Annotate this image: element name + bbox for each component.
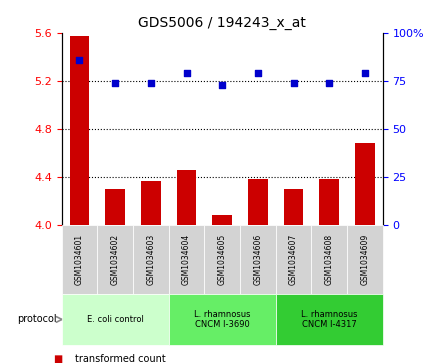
Text: protocol: protocol bbox=[18, 314, 57, 325]
Bar bbox=[319, 179, 339, 225]
Point bbox=[183, 70, 190, 76]
Point bbox=[326, 80, 333, 86]
Bar bbox=[177, 170, 196, 225]
Bar bbox=[248, 179, 268, 225]
Point bbox=[290, 80, 297, 86]
Text: GSM1034603: GSM1034603 bbox=[147, 234, 155, 285]
Text: GSM1034602: GSM1034602 bbox=[110, 234, 120, 285]
Point bbox=[361, 70, 368, 76]
Text: GSM1034601: GSM1034601 bbox=[75, 234, 84, 285]
Bar bbox=[141, 180, 161, 225]
Point bbox=[112, 80, 119, 86]
Point bbox=[147, 80, 154, 86]
Text: ■: ■ bbox=[53, 354, 62, 363]
Point bbox=[219, 82, 226, 87]
Text: L. rhamnosus
CNCM I-3690: L. rhamnosus CNCM I-3690 bbox=[194, 310, 250, 329]
Bar bbox=[213, 215, 232, 225]
Bar bbox=[70, 36, 89, 225]
Text: transformed count: transformed count bbox=[75, 354, 165, 363]
Text: GSM1034607: GSM1034607 bbox=[289, 234, 298, 285]
Text: E. coli control: E. coli control bbox=[87, 315, 143, 324]
Text: GSM1034608: GSM1034608 bbox=[325, 234, 334, 285]
Text: GSM1034609: GSM1034609 bbox=[360, 234, 370, 285]
Point bbox=[254, 70, 261, 76]
Text: GSM1034605: GSM1034605 bbox=[218, 234, 227, 285]
Bar bbox=[105, 189, 125, 225]
Bar bbox=[355, 143, 375, 225]
Bar bbox=[284, 189, 304, 225]
Title: GDS5006 / 194243_x_at: GDS5006 / 194243_x_at bbox=[138, 16, 306, 30]
Point bbox=[76, 57, 83, 62]
Text: GSM1034604: GSM1034604 bbox=[182, 234, 191, 285]
Text: L. rhamnosus
CNCM I-4317: L. rhamnosus CNCM I-4317 bbox=[301, 310, 358, 329]
Text: GSM1034606: GSM1034606 bbox=[253, 234, 262, 285]
